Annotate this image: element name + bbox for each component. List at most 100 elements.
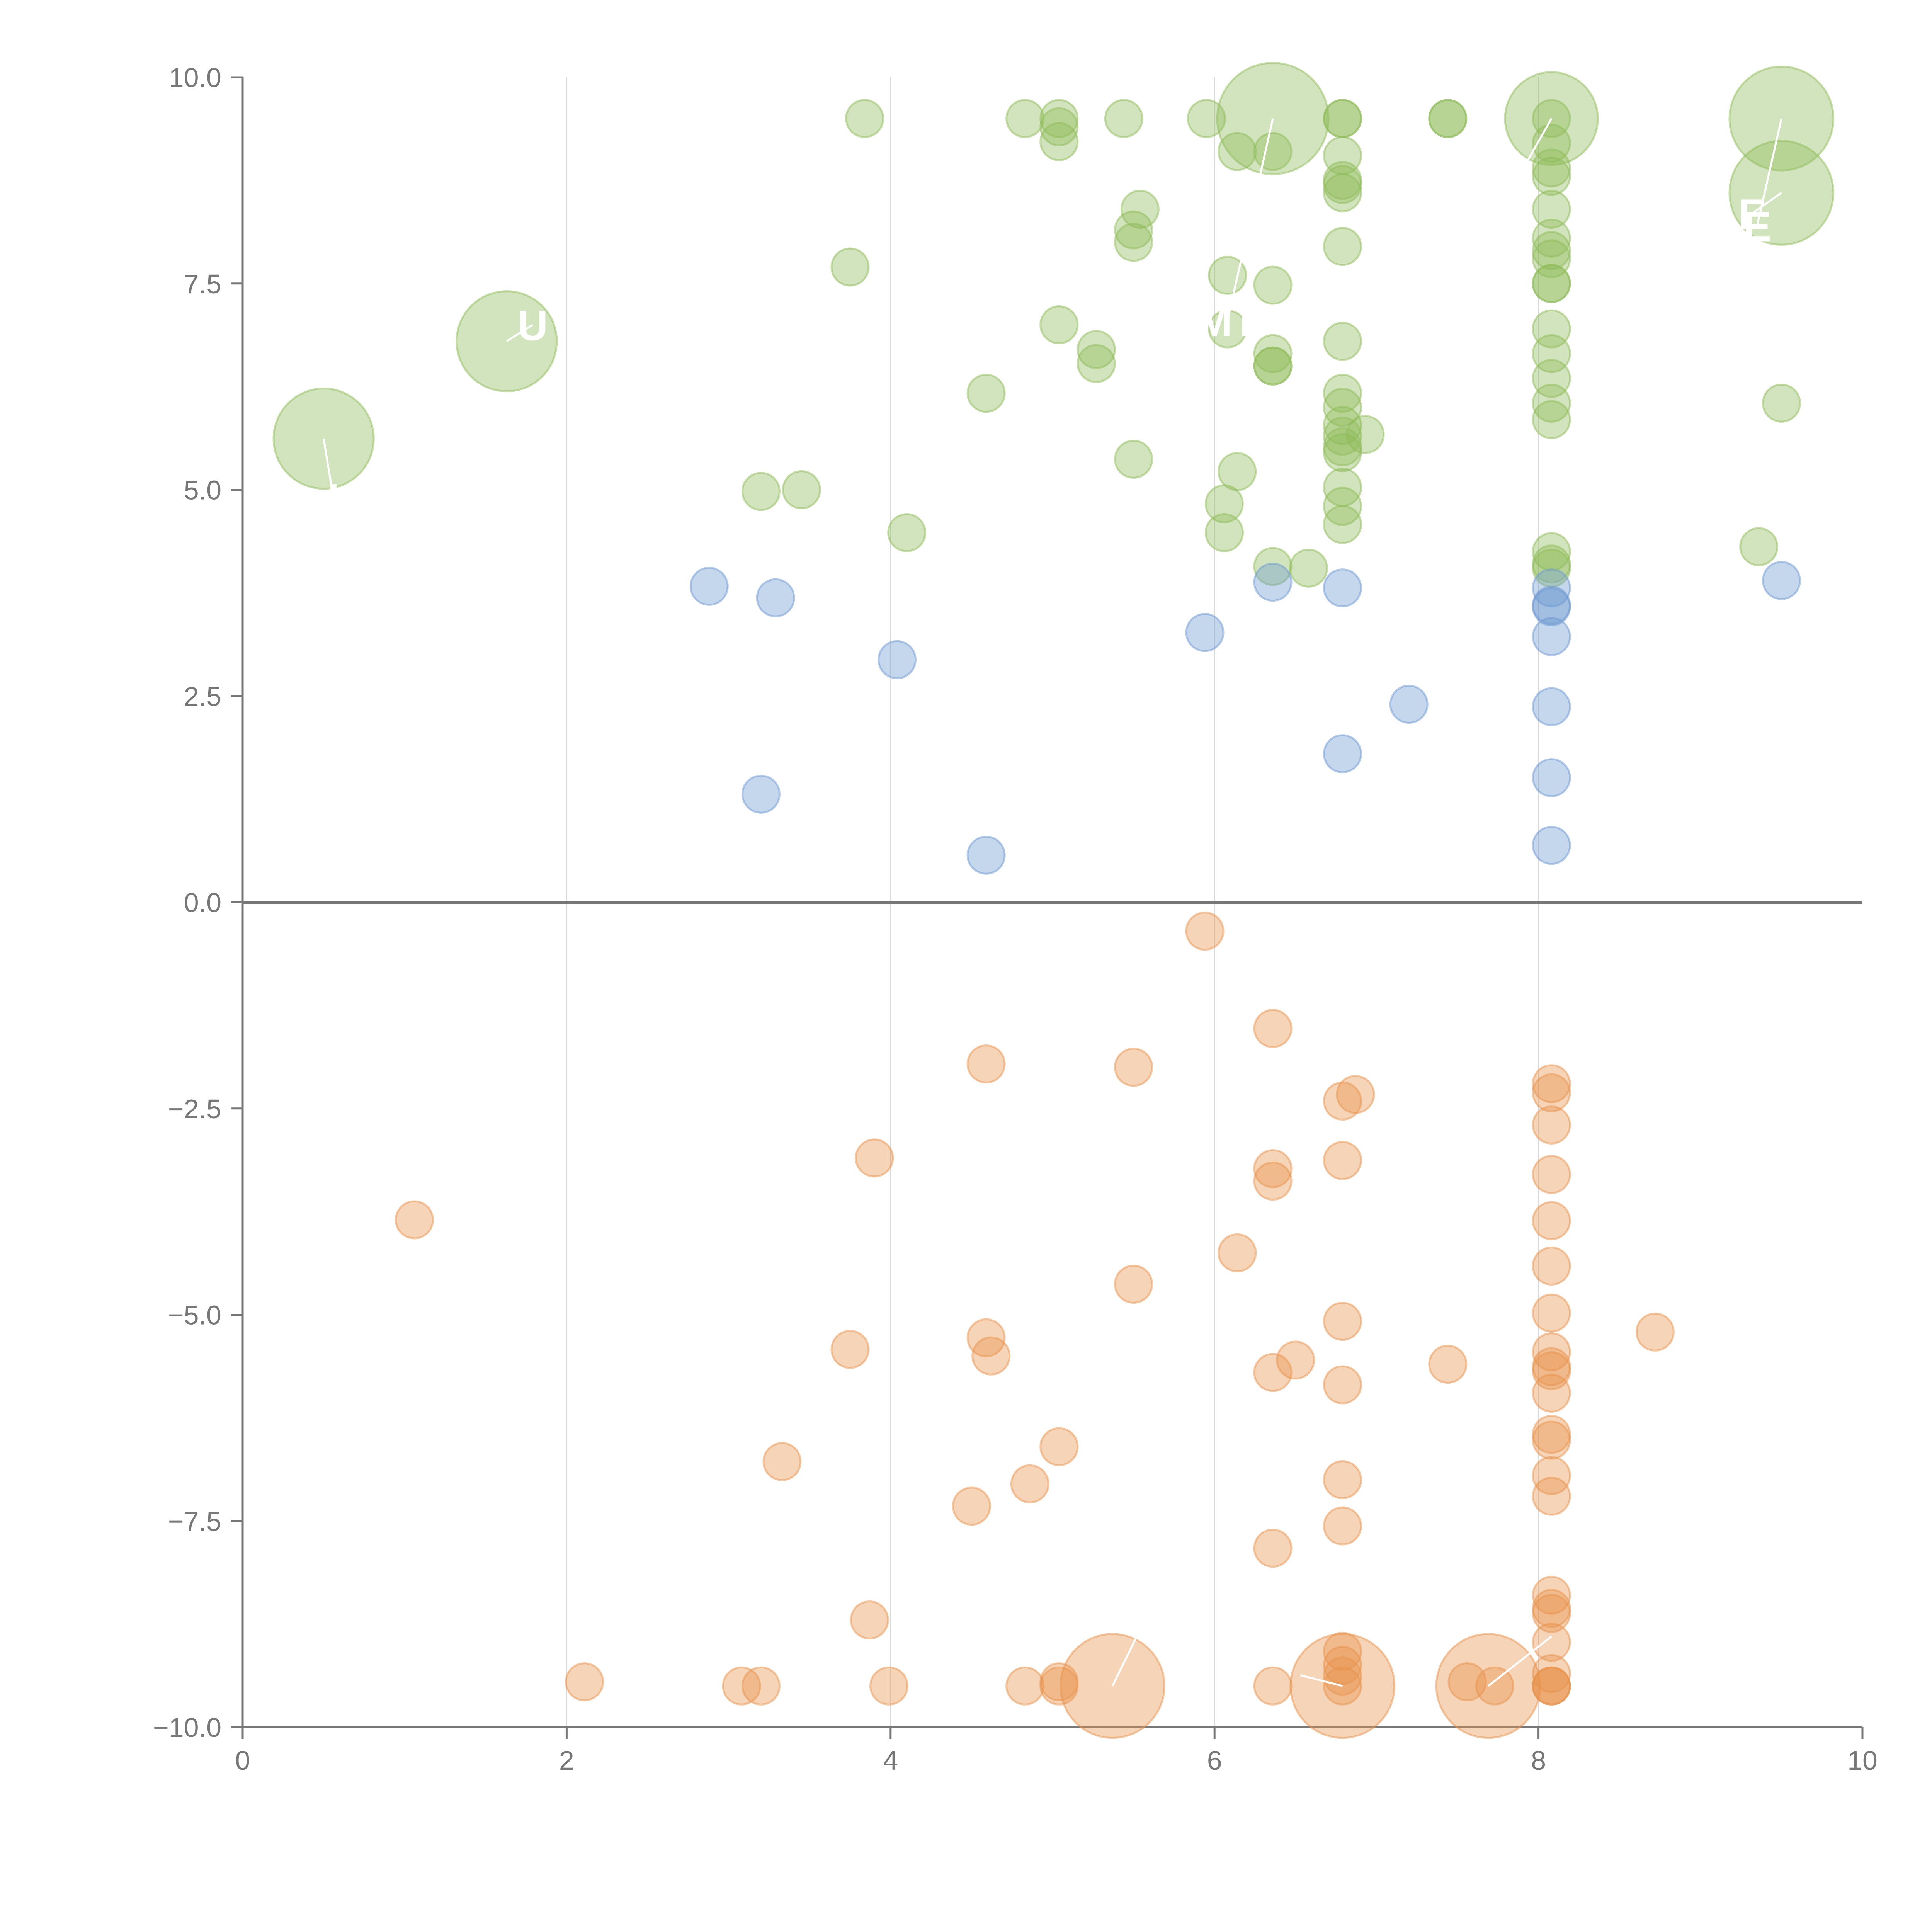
orange-data-point — [1532, 1351, 1571, 1391]
green-data-point — [1253, 334, 1293, 373]
green-data-point — [1289, 548, 1328, 588]
annotation-label: I — [327, 475, 339, 523]
green-data-point — [1253, 547, 1293, 586]
annotation-leader-line — [1513, 118, 1553, 185]
blue-data-point — [756, 578, 795, 617]
green-data-point — [1323, 227, 1362, 266]
blue-data-point — [1532, 687, 1571, 726]
annotation-leader-line — [1300, 1674, 1343, 1687]
x-tick-label: 4 — [883, 1745, 898, 1776]
green-data-point — [1323, 417, 1362, 456]
green-data-point — [1208, 255, 1247, 295]
annotation-label: U — [517, 302, 548, 350]
green-data-point — [1739, 527, 1779, 566]
orange-data-point — [1323, 1365, 1362, 1405]
orange-data-point — [1253, 1353, 1293, 1392]
orange-data-point — [1532, 1373, 1571, 1413]
green-data-point — [1323, 165, 1362, 204]
blue-data-point — [1323, 568, 1362, 608]
green-data-point — [887, 513, 927, 553]
orange-data-point — [1532, 1456, 1571, 1495]
orange-data-point — [1532, 1654, 1571, 1693]
orange-data-point — [1323, 1646, 1362, 1685]
green-data-point — [1104, 99, 1143, 138]
y-tick-label: 10.0 — [169, 63, 221, 93]
y-tick-label: 2.5 — [184, 681, 221, 711]
blue-data-point — [1532, 758, 1571, 798]
blue-data-point — [689, 566, 729, 606]
green-data-point — [830, 247, 870, 287]
blue-data-point — [741, 774, 781, 814]
orange-data-point — [1253, 1529, 1293, 1568]
orange-data-point — [1253, 1162, 1293, 1201]
y-tick-label: −10.0 — [153, 1713, 221, 1743]
orange-data-point — [966, 1044, 1006, 1083]
orange-data-point — [1005, 1666, 1045, 1706]
green-data-point — [1428, 99, 1468, 138]
orange-data-point — [1253, 1009, 1293, 1048]
orange-data-point — [1323, 1656, 1362, 1696]
orange-data-point — [1218, 1233, 1257, 1272]
green-data-point — [1323, 99, 1362, 138]
orange-data-point — [1532, 1201, 1571, 1240]
annotation-leader-line — [1488, 1636, 1552, 1687]
orange-data-point — [395, 1200, 434, 1240]
blue-data-point — [1532, 587, 1571, 627]
green-data-point — [1077, 344, 1116, 383]
orange-data-point — [1323, 1460, 1362, 1499]
green-data-point — [1323, 321, 1362, 361]
green-data-point — [1039, 99, 1079, 138]
orange-data-point — [1532, 1476, 1571, 1516]
orange-data-point — [1185, 912, 1225, 951]
orange-data-point — [1532, 1293, 1571, 1333]
green-data-point — [1187, 99, 1226, 138]
blue-data-point — [1532, 826, 1571, 865]
y-tick-label: −7.5 — [168, 1506, 221, 1536]
orange-data-point — [1635, 1312, 1675, 1352]
orange-data-point — [1253, 1666, 1293, 1706]
green-data-point — [1323, 406, 1362, 445]
orange-data-point — [1336, 1075, 1375, 1114]
green-data-point — [1345, 415, 1385, 454]
green-data-point — [1323, 374, 1362, 413]
green-data-point — [1039, 305, 1079, 344]
orange-data-point — [1532, 1105, 1571, 1145]
orange-data-point — [1532, 1073, 1571, 1112]
y-tick-label: 5.0 — [184, 475, 221, 505]
y-tick-label: −2.5 — [168, 1094, 221, 1124]
orange-data-point — [1323, 1141, 1362, 1180]
orange-data-point — [1039, 1666, 1079, 1706]
blue-data-point — [1389, 685, 1429, 724]
orange-data-point — [830, 1330, 870, 1369]
axes: 0 2 4 6 8 10 10.0 7.5 5.0 2.5 0.0 −2.5 −5.0 −7.5 −10.0 — [153, 63, 1878, 1776]
orange-data-point — [1114, 1265, 1153, 1304]
orange-data-point — [565, 1662, 604, 1702]
green-data-point — [1204, 513, 1244, 553]
green-data-point — [845, 99, 884, 138]
blue-data-point — [1185, 613, 1225, 652]
orange-data-point — [952, 1486, 991, 1526]
green-data-point — [1323, 173, 1362, 213]
green-data-point — [1208, 309, 1247, 349]
blue-data-point — [966, 835, 1006, 875]
blue-data-point — [1532, 617, 1571, 656]
green-data-point — [1532, 218, 1571, 258]
green-data-point — [966, 374, 1006, 413]
annotation-leader-line — [1752, 192, 1782, 214]
orange-data-point — [1532, 1420, 1571, 1460]
orange-data-point — [1532, 1247, 1571, 1286]
orange-data-point — [1276, 1340, 1315, 1380]
orange-data-point — [1428, 1345, 1468, 1384]
green-data-point — [1077, 330, 1116, 369]
orange-data-point — [1532, 1064, 1571, 1104]
x-tick-label: 10 — [1847, 1745, 1878, 1776]
orange-data-point — [1532, 1666, 1571, 1706]
orange-data-point — [1010, 1464, 1049, 1503]
orange-data-point — [1039, 1427, 1079, 1466]
orange-data-point — [869, 1666, 909, 1706]
orange-data-point — [971, 1336, 1011, 1376]
orange-data-point — [1532, 1155, 1571, 1194]
orange-data-point — [1532, 1594, 1571, 1633]
y-tick-label: 7.5 — [184, 269, 221, 299]
